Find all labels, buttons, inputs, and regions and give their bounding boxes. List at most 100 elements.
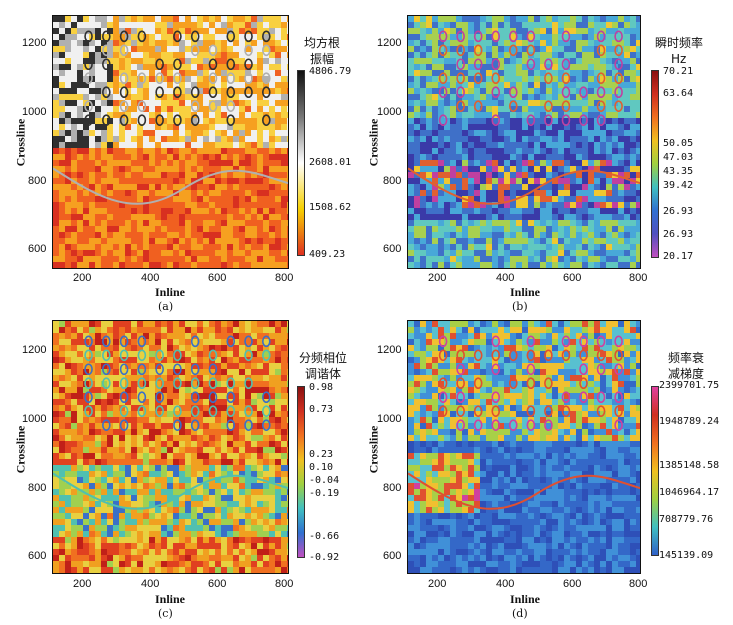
map-cell bbox=[215, 429, 221, 435]
map-cell bbox=[125, 244, 131, 250]
map-cell bbox=[522, 22, 528, 28]
map-cell bbox=[504, 64, 510, 70]
map-cell bbox=[269, 70, 275, 76]
map-cell bbox=[185, 399, 191, 405]
map-cell bbox=[624, 160, 630, 166]
map-cell bbox=[239, 16, 245, 22]
map-cell bbox=[552, 82, 558, 88]
map-cell bbox=[444, 202, 450, 208]
map-cell bbox=[600, 106, 606, 112]
map-cell bbox=[167, 435, 173, 441]
map-cell bbox=[125, 64, 131, 70]
map-cell bbox=[245, 244, 251, 250]
map-cell bbox=[59, 166, 65, 172]
map-cell bbox=[101, 393, 107, 399]
map-cell bbox=[462, 160, 468, 166]
map-cell bbox=[71, 507, 77, 513]
map-cell bbox=[77, 525, 83, 531]
map-cell bbox=[480, 112, 486, 118]
map-cell bbox=[432, 88, 438, 94]
map-cell bbox=[83, 190, 89, 196]
map-cell bbox=[233, 202, 239, 208]
map-cell bbox=[540, 148, 546, 154]
map-cell bbox=[167, 82, 173, 88]
map-cell bbox=[197, 507, 203, 513]
map-cell bbox=[227, 226, 233, 232]
map-cell bbox=[287, 387, 288, 393]
map-cell bbox=[636, 46, 640, 52]
map-cell bbox=[564, 196, 570, 202]
map-cell bbox=[221, 411, 227, 417]
map-cell bbox=[65, 196, 71, 202]
map-cell bbox=[125, 172, 131, 178]
map-cell bbox=[414, 16, 420, 22]
map-cell bbox=[137, 106, 143, 112]
map-cell bbox=[227, 345, 233, 351]
map-cell bbox=[239, 507, 245, 513]
map-cell bbox=[281, 52, 287, 58]
map-cell bbox=[450, 16, 456, 22]
map-cell bbox=[215, 507, 221, 513]
map-cell bbox=[564, 136, 570, 142]
map-cell bbox=[624, 178, 630, 184]
map-cell bbox=[474, 244, 480, 250]
map-cell bbox=[281, 405, 287, 411]
map-cell bbox=[167, 351, 173, 357]
map-cell bbox=[606, 262, 612, 268]
map-cell bbox=[245, 16, 251, 22]
map-cell bbox=[227, 465, 233, 471]
map-cell bbox=[257, 381, 263, 387]
map-cell bbox=[504, 16, 510, 22]
map-cell bbox=[582, 40, 588, 46]
map-cell bbox=[95, 429, 101, 435]
map-cell bbox=[89, 22, 95, 28]
map-cell bbox=[197, 64, 203, 70]
map-cell bbox=[197, 387, 203, 393]
map-cell bbox=[71, 435, 77, 441]
map-cell bbox=[257, 429, 263, 435]
map-cell bbox=[179, 178, 185, 184]
map-cell bbox=[89, 70, 95, 76]
map-cell bbox=[137, 16, 143, 22]
map-cell bbox=[474, 220, 480, 226]
map-cell bbox=[450, 88, 456, 94]
map-cell bbox=[89, 220, 95, 226]
map-cell bbox=[444, 160, 450, 166]
map-cell bbox=[251, 46, 257, 52]
map-cell bbox=[269, 441, 275, 447]
map-cell bbox=[77, 250, 83, 256]
map-cell bbox=[426, 136, 432, 142]
map-cell bbox=[426, 172, 432, 178]
map-cell bbox=[191, 459, 197, 465]
map-cell bbox=[498, 178, 504, 184]
map-cell bbox=[564, 190, 570, 196]
map-cell bbox=[101, 507, 107, 513]
map-cell bbox=[53, 88, 59, 94]
anomaly-ring bbox=[244, 86, 253, 98]
map-cell bbox=[408, 172, 414, 178]
map-cell bbox=[185, 106, 191, 112]
map-cell bbox=[167, 214, 173, 220]
map-cell bbox=[552, 160, 558, 166]
map-cell bbox=[558, 124, 564, 130]
map-cell bbox=[456, 82, 462, 88]
map-cell bbox=[137, 100, 143, 106]
map-cell bbox=[71, 375, 77, 381]
map-cell bbox=[444, 124, 450, 130]
map-cell bbox=[414, 262, 420, 268]
map-cell bbox=[131, 196, 137, 202]
map-cell bbox=[239, 238, 245, 244]
map-cell bbox=[155, 244, 161, 250]
map-cell bbox=[161, 519, 167, 525]
map-cell bbox=[245, 238, 251, 244]
map-cell bbox=[269, 495, 275, 501]
map-cell bbox=[594, 28, 600, 34]
map-cell bbox=[83, 262, 89, 268]
map-cell bbox=[179, 453, 185, 459]
map-cell bbox=[215, 471, 221, 477]
map-cell bbox=[119, 459, 125, 465]
map-cell bbox=[480, 202, 486, 208]
map-cell bbox=[179, 172, 185, 178]
map-cell bbox=[426, 64, 432, 70]
map-cell bbox=[570, 124, 576, 130]
